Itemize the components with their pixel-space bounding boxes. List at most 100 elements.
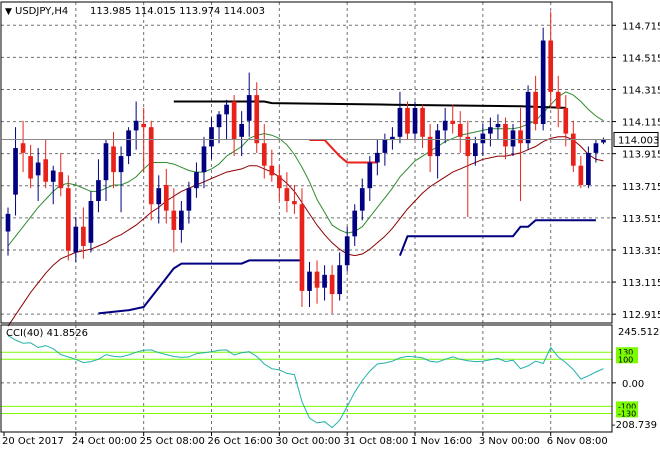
candle-bull bbox=[239, 111, 244, 157]
candle-bear bbox=[254, 82, 260, 153]
time-tick-label: 31 Oct 08:00 bbox=[343, 436, 408, 447]
candle-body bbox=[420, 107, 425, 137]
candle-body bbox=[261, 143, 267, 166]
candle-body bbox=[465, 136, 471, 157]
price-tick-label: 114.715 bbox=[622, 21, 660, 32]
candle-bull bbox=[382, 133, 388, 166]
candle-body bbox=[375, 152, 380, 163]
time-tick-label: 25 Oct 08:00 bbox=[140, 436, 205, 447]
candle-body bbox=[442, 120, 448, 131]
candle-body bbox=[555, 91, 561, 108]
candle-bull bbox=[435, 123, 440, 179]
candle-bull bbox=[246, 72, 252, 137]
candle-body bbox=[299, 204, 305, 291]
candle-bull bbox=[488, 117, 493, 147]
candle-body bbox=[96, 180, 101, 202]
candle-bull bbox=[540, 27, 546, 131]
candle-bear bbox=[518, 107, 523, 202]
candle-body bbox=[43, 159, 49, 182]
candle-bear bbox=[163, 168, 169, 224]
candle-bear bbox=[578, 156, 584, 189]
current-price-tag: 114.003 bbox=[613, 132, 659, 147]
candle-body bbox=[20, 143, 26, 153]
cci-level-label: 130 bbox=[618, 348, 633, 357]
candle-bear bbox=[43, 140, 49, 189]
candle-bull bbox=[186, 181, 192, 224]
candle-body bbox=[322, 274, 327, 288]
candle-bear bbox=[261, 123, 267, 179]
candle-bull bbox=[13, 127, 18, 216]
chart-frame bbox=[0, 1, 613, 433]
time-tick-label: 30 Oct 00:00 bbox=[275, 436, 340, 447]
cci-level-label: 100 bbox=[618, 355, 633, 364]
candle-bear bbox=[171, 188, 177, 253]
candle-bull bbox=[88, 191, 94, 253]
candle-body bbox=[179, 210, 184, 230]
cci-pane-border bbox=[0, 324, 613, 433]
candle-bear bbox=[457, 111, 463, 153]
candle-bull bbox=[103, 140, 109, 202]
candle-body bbox=[533, 91, 538, 124]
price-tick-label: 114.315 bbox=[622, 85, 660, 96]
candle-bull bbox=[397, 91, 403, 144]
candle-bull bbox=[593, 140, 599, 163]
time-tick-label: 3 Nov 00:00 bbox=[479, 436, 540, 447]
candle-bear bbox=[231, 95, 237, 157]
price-tick-label: 112.915 bbox=[622, 310, 660, 321]
price-tick-label: 114.515 bbox=[622, 53, 660, 64]
cci-series-line bbox=[7, 335, 604, 429]
cci-level-marker bbox=[616, 401, 638, 411]
candle-bull bbox=[586, 146, 591, 189]
dropdown-arrow-icon[interactable]: ▼ bbox=[5, 7, 12, 17]
candle-bear bbox=[450, 104, 456, 134]
time-tick-label: 1 Nov 16:00 bbox=[411, 436, 472, 447]
candle-bull bbox=[73, 217, 79, 263]
candle-bear bbox=[503, 117, 508, 160]
candle-bear bbox=[329, 265, 335, 314]
candle-body bbox=[111, 146, 116, 173]
candle-body bbox=[405, 107, 410, 134]
candle-body bbox=[337, 265, 342, 295]
price-tick-label: 113.915 bbox=[622, 150, 660, 161]
candle-body bbox=[344, 236, 350, 266]
candle-bull bbox=[50, 165, 56, 205]
candle-body bbox=[73, 226, 79, 253]
candle-body bbox=[88, 201, 94, 243]
candle-body bbox=[224, 104, 229, 115]
cci-indicator-label: CCI(40) 41.8526 bbox=[6, 328, 88, 339]
current-price-label: 114.003 bbox=[618, 136, 659, 147]
indicator-segment bbox=[98, 259, 302, 315]
price-tick-label: 113.115 bbox=[622, 278, 660, 289]
candle-bull bbox=[133, 101, 139, 150]
candle-bull bbox=[118, 146, 124, 213]
candle-body bbox=[246, 95, 252, 121]
price-tick-label: 113.715 bbox=[622, 182, 660, 193]
candle-body bbox=[269, 165, 275, 176]
candle-bear bbox=[269, 149, 275, 182]
candle-body bbox=[194, 172, 199, 189]
candle-body bbox=[103, 143, 109, 181]
cci-bottom-value: -208.739 bbox=[612, 420, 657, 431]
candle-body bbox=[382, 140, 388, 153]
candle-body bbox=[593, 143, 599, 153]
candle-bear bbox=[405, 101, 410, 141]
candle-body bbox=[601, 139, 606, 143]
candle-body bbox=[292, 201, 297, 205]
candle-body bbox=[28, 156, 33, 179]
candle-body bbox=[81, 226, 86, 246]
cci-header: CCI(40) 41.8526 245.5124 -208.739 bbox=[6, 327, 660, 431]
time-tick-label: 26 Oct 16:00 bbox=[208, 436, 273, 447]
candle-body bbox=[141, 123, 147, 128]
candle-body bbox=[352, 210, 358, 237]
cci-top-value: 245.5124 bbox=[618, 327, 660, 338]
candle-body bbox=[390, 136, 395, 141]
candle-bull bbox=[5, 207, 11, 256]
candle-bull bbox=[352, 204, 358, 246]
candle-bear bbox=[28, 144, 33, 189]
candle-bear bbox=[548, 11, 554, 108]
price-tick-label: 113.515 bbox=[622, 214, 660, 225]
candle-bear bbox=[533, 75, 538, 131]
candle-bull bbox=[224, 99, 229, 141]
